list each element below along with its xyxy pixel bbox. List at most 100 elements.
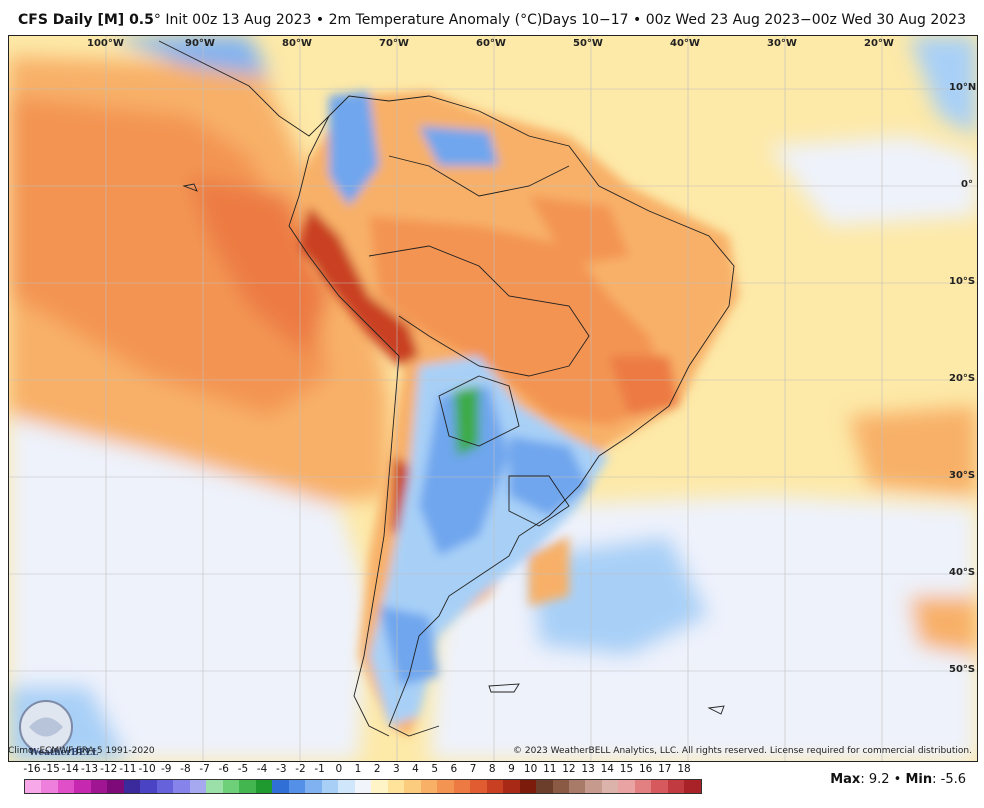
patagonia-cold: [379, 606, 439, 686]
colorbar-swatch: [404, 780, 421, 793]
colorbar: [24, 779, 702, 794]
logo-wordmark: WeatherBELL: [29, 748, 99, 758]
colorbar-tick-label: 0: [335, 763, 343, 775]
lon-label-90w: 90°W: [185, 38, 215, 49]
interior-borders: [368, 245, 590, 377]
colorbar-tick-label: 15: [619, 763, 634, 775]
max-value: 9.2: [868, 772, 890, 787]
model-name: CFS Daily [M] 0.5: [18, 12, 154, 28]
colorbar-swatch: [437, 780, 454, 793]
colorbar-tick-label: -16: [23, 763, 41, 775]
climatology-note: Climo: ECMWF ERA-5 1991-2020: [8, 746, 155, 756]
colorbar-tick-label: 13: [581, 763, 595, 775]
variable-name: 2m Temperature Anomaly (°C): [328, 12, 543, 28]
max-min-readout: Max: 9.2 • Min: -5.6: [830, 772, 966, 787]
colorbar-swatch: [601, 780, 619, 793]
map-title: CFS Daily [M] 0.5° Init 00z 13 Aug 2023 …: [18, 12, 542, 28]
andes-hot-core: [299, 206, 419, 366]
anomaly-map: [9, 36, 977, 761]
argentina-coast-warm: [529, 536, 569, 606]
colorbar-swatch: [486, 780, 504, 793]
colorbar-swatch: [634, 780, 652, 793]
colorbar-tick-label: -4: [256, 763, 268, 775]
colorbar-swatch: [140, 780, 157, 793]
pacific-hot-anomaly: [9, 96, 329, 416]
colorbar-swatch: [552, 780, 569, 793]
colorbar-tick-label: -7: [199, 763, 210, 775]
lon-label-50w: 50°W: [573, 38, 603, 49]
atlantic-coast: [158, 40, 735, 737]
lat-label-40s: 40°S: [949, 567, 976, 578]
pacific-core-anomaly: [189, 176, 329, 356]
amazon-hot: [529, 196, 629, 266]
colorbar-swatch: [272, 780, 289, 793]
colorbar-swatch: [206, 780, 223, 793]
weatherbell-logo-icon: [19, 700, 73, 754]
colorbar-swatch: [107, 780, 124, 793]
colorbar-swatch: [25, 780, 42, 793]
colorbar-tick-label: -11: [119, 763, 137, 775]
southeast-brazil-hot: [609, 356, 679, 416]
interior-hot: [369, 216, 669, 426]
colorbar-swatch: [618, 780, 635, 793]
colorbar-swatch: [123, 780, 141, 793]
colorbar-swatch: [57, 780, 75, 793]
colorbar-swatch: [585, 780, 602, 793]
coastlines: [158, 40, 735, 737]
colorbar-swatch: [222, 780, 240, 793]
colorbar-tick-label: -10: [138, 763, 156, 775]
chaco-cold: [419, 386, 509, 556]
colorbar-tick-label: 2: [373, 763, 381, 775]
copyright-note: © 2023 WeatherBELL Analytics, LLC. All r…: [513, 746, 972, 756]
north-borders: [388, 155, 570, 197]
min-label: Min: [905, 772, 933, 787]
colorbar-swatch: [41, 780, 58, 793]
colorbar-tick-label: 14: [600, 763, 614, 775]
colorbar-swatch: [288, 780, 306, 793]
northern-andes-cold: [329, 91, 379, 206]
colorbar-tick-label: 12: [562, 763, 576, 775]
colorbar-swatch: [667, 780, 685, 793]
lat-label-30s: 30°S: [949, 470, 976, 481]
colorbar-tick-label: 8: [488, 763, 496, 775]
lat-label-10s: 10°S: [949, 276, 976, 287]
colorbar-tick-label: -12: [100, 763, 118, 775]
colorbar-swatch: [156, 780, 174, 793]
colorbar-swatch: [354, 780, 372, 793]
south-georgia: [707, 705, 725, 715]
colorbar-swatch: [321, 780, 339, 793]
colorbar-tick-label: 3: [393, 763, 400, 775]
colorbar-tick-label: 11: [543, 763, 557, 775]
colorbar-tick-label: 5: [431, 763, 439, 775]
atlantic-warm-patch-south: [909, 596, 977, 656]
colorbar-tick-label: -6: [218, 763, 229, 775]
lon-label-60w: 60°W: [476, 38, 506, 49]
colorbar-tick-label: -5: [237, 763, 249, 775]
colorbar-tick-label: -13: [80, 763, 99, 775]
separator: •: [315, 12, 325, 28]
min-value: -5.6: [940, 772, 966, 787]
colorbar-tick-label: 9: [508, 763, 515, 775]
graticule: [9, 36, 977, 761]
colorbar-tick-label: -9: [160, 763, 172, 775]
colorbar-swatch: [305, 780, 322, 793]
colorbar-tick-label: 17: [658, 763, 672, 775]
lon-label-40w: 40°W: [670, 38, 700, 49]
colorbar-swatch: [453, 780, 471, 793]
atlantic-warm-patch: [849, 406, 977, 496]
colorbar-tick-label: -14: [61, 763, 79, 775]
paraguay-green-core: [454, 386, 479, 456]
lat-label-0: 0°: [961, 179, 973, 190]
colorbar-swatch: [470, 780, 487, 793]
pacific-coast: [288, 115, 400, 737]
south-pacific-neutral: [9, 416, 369, 761]
lat-label-20s: 20°S: [949, 373, 976, 384]
map-panel: 100°W 90°W 80°W 70°W 60°W 50°W 40°W 30°W…: [8, 35, 978, 762]
lon-label-80w: 80°W: [282, 38, 312, 49]
colorbar-tick-label: -1: [314, 763, 325, 775]
uruguay-border: [508, 475, 570, 527]
colorbar-tick-label: -15: [42, 763, 60, 775]
colorbar-tick-label: 1: [354, 763, 362, 775]
colorbar-tick-label: -2: [295, 763, 306, 775]
colorbar-tick-label: 7: [469, 763, 477, 775]
